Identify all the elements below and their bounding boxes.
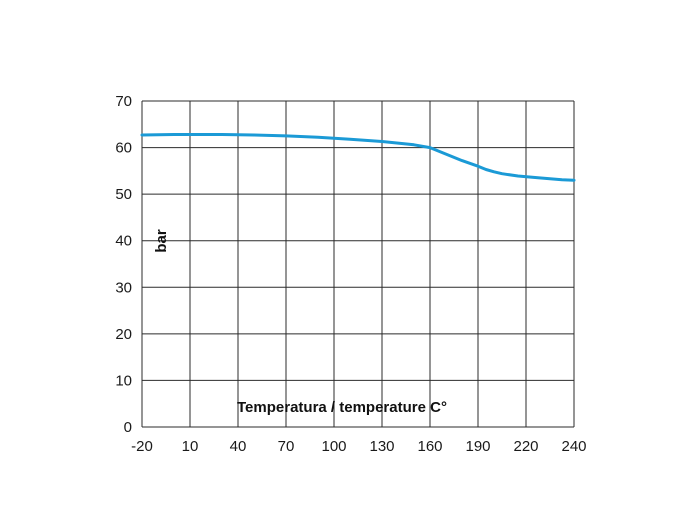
y-tick-label: 50 [115, 186, 132, 203]
y-tick-label: 30 [115, 279, 132, 296]
y-tick-label: 10 [115, 372, 132, 389]
y-tick-label: 20 [115, 326, 132, 343]
x-tick-label: 190 [465, 438, 490, 455]
series-line [140, 133, 576, 182]
y-tick-label: 60 [115, 140, 132, 157]
y-axis-label: bar [153, 229, 170, 253]
y-tick-label: 70 [115, 93, 132, 110]
x-tick-label: 40 [230, 438, 247, 455]
x-tick-label: 70 [278, 438, 295, 455]
x-tick-label: 10 [182, 438, 199, 455]
x-tick-label: 100 [321, 438, 346, 455]
y-tick-label: 0 [124, 419, 132, 436]
x-tick-label: 160 [417, 438, 442, 455]
y-tick-label: 40 [115, 233, 132, 250]
grid [141, 100, 575, 428]
x-tick-label: 130 [369, 438, 394, 455]
y-tick-labels: 0 10 20 30 40 50 60 70 [115, 93, 132, 436]
x-axis-label: Temperatura / temperature C° [237, 399, 447, 416]
x-tick-labels: -20 10 40 70 100 130 160 190 220 240 [131, 438, 586, 455]
x-tick-label: 220 [513, 438, 538, 455]
x-tick-label: -20 [131, 438, 153, 455]
x-tick-label: 240 [561, 438, 586, 455]
